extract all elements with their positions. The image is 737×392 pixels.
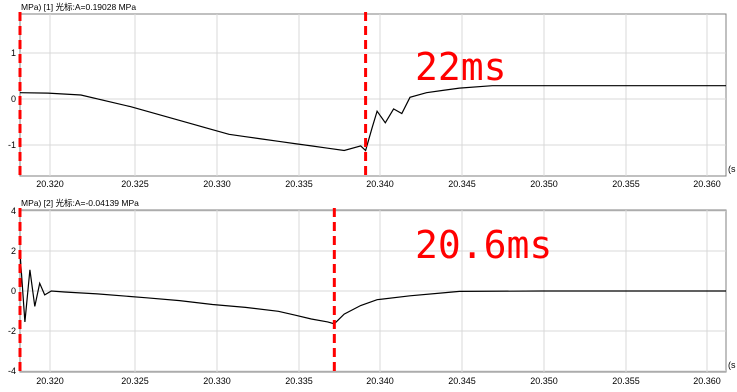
x-tick-label: 20.345: [448, 179, 476, 189]
x-tick-label: 20.340: [366, 179, 394, 189]
plot-area-1: [19, 13, 727, 177]
x-tick-label: 20.350: [530, 376, 558, 386]
x-tick-label: 20.325: [121, 376, 149, 386]
y-tick-label: 0: [11, 286, 16, 296]
x-tick-label: 20.335: [285, 376, 313, 386]
y-tick-label: -2: [8, 326, 16, 336]
x-tick-label: 20.340: [366, 376, 394, 386]
waveform-trace-1: [19, 85, 726, 152]
x-tick-label: 20.320: [36, 376, 64, 386]
duration-annotation-1: 22ms: [415, 45, 507, 89]
duration-annotation-2: 20.6ms: [415, 223, 552, 267]
y-tick-label: -4: [8, 366, 16, 376]
x-tick-label: 20.335: [285, 179, 313, 189]
channel-header-2: MPa) [2] 光标:A=-0.04139 MPa: [21, 198, 139, 208]
x-tick-label: 20.360: [693, 376, 721, 386]
x-unit-label: (s: [728, 360, 736, 370]
waveform-trace-2: [19, 252, 726, 325]
y-tick-label: -1: [8, 140, 16, 150]
x-tick-label: 20.330: [203, 376, 231, 386]
x-tick-label: 20.360: [693, 179, 721, 189]
x-tick-label: 20.325: [121, 179, 149, 189]
x-unit-label: (s: [728, 164, 736, 174]
x-tick-label: 20.320: [36, 179, 64, 189]
channel-header-1: MPa) [1] 光标:A=0.19028 MPa: [21, 2, 136, 12]
x-tick-label: 20.350: [530, 179, 558, 189]
y-tick-label: 1: [11, 48, 16, 58]
x-tick-label: 20.345: [448, 376, 476, 386]
y-tick-label: 4: [11, 206, 16, 216]
x-tick-label: 20.355: [612, 376, 640, 386]
y-tick-label: 0: [11, 94, 16, 104]
x-tick-label: 20.355: [612, 179, 640, 189]
y-tick-label: 2: [11, 246, 16, 256]
x-tick-label: 20.330: [203, 179, 231, 189]
